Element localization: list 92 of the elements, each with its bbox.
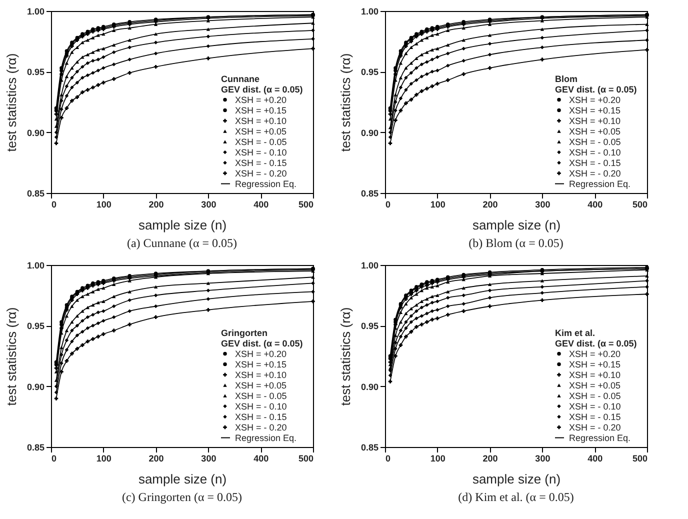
y-tick-label: 0.90 (360, 128, 378, 138)
x-tick-label: 200 (148, 454, 164, 464)
legend-label: XSH = +0.15 (569, 359, 621, 370)
text: (c) Gringorten (α = 0.05) (122, 490, 242, 504)
x-tick-label: 100 (96, 200, 112, 210)
annotation: Regression Eq. (569, 178, 631, 189)
text: (b) Blom (α = 0.05) (468, 236, 564, 250)
y-axis-title: test statistics (rα) (4, 53, 19, 152)
legend-label: XSH = +0.20 (569, 94, 621, 105)
legend-label: XSH = +0.10 (569, 370, 621, 380)
legend-label: XSH = - 0.15 (569, 412, 621, 422)
x-tick-label: 100 (96, 454, 112, 464)
y-tick-label: 0.90 (360, 382, 378, 392)
legend-label: XSH = +0.15 (569, 105, 621, 116)
legend-label: XSH = - 0.15 (235, 412, 287, 422)
x-tick-label: 200 (482, 200, 498, 210)
annotation: Regression Eq. (235, 432, 297, 443)
y-tick-label: 0.85 (26, 188, 44, 198)
legend-label: XSH = - 0.20 (235, 422, 287, 432)
legend-label: XSH = - 0.15 (569, 158, 621, 168)
x-tick-label: 0 (386, 454, 391, 464)
y-tick-label: 0.95 (360, 321, 378, 332)
x-tick-label: 0 (386, 200, 391, 210)
legend-label: XSH = +0.10 (235, 116, 287, 126)
legend-label: XSH = - 0.05 (569, 136, 621, 147)
x-tick-label: 500 (632, 454, 648, 464)
legend-label: XSH = +0.20 (235, 348, 287, 359)
x-axis-title: sample size (n) (138, 218, 227, 232)
y-tick-label: 1.00 (360, 6, 378, 16)
x-tick-label: 100 (430, 200, 446, 210)
legend-label: XSH = +0.20 (235, 94, 287, 105)
legend-label: XSH = - 0.20 (569, 422, 621, 432)
y-tick-label: 0.90 (26, 382, 44, 392)
x-tick-label: 500 (632, 200, 648, 210)
legend-label: XSH = - 0.10 (235, 147, 287, 158)
x-axis-title: sample size (n) (472, 472, 561, 486)
legend-label: XSH = +0.10 (235, 370, 287, 380)
legend-label: XSH = +0.05 (569, 126, 621, 136)
legend-label: XSH = +0.15 (235, 105, 287, 116)
legend-label: XSH = - 0.05 (569, 390, 621, 401)
x-tick-label: 200 (148, 200, 164, 210)
legend-label: XSH = - 0.05 (235, 390, 287, 401)
text: (d) Kim et al. (α = 0.05) (458, 490, 574, 504)
y-tick-label: 0.95 (26, 67, 44, 78)
annotation: Regression Eq. (569, 432, 631, 443)
x-tick-label: 500 (298, 454, 314, 464)
y-tick-label: 0.90 (26, 128, 44, 138)
x-tick-label: 300 (201, 200, 216, 210)
x-tick-label: 300 (201, 454, 216, 464)
x-tick-label: 400 (254, 454, 269, 464)
x-axis-title: sample size (n) (138, 472, 227, 486)
legend-label: XSH = - 0.05 (235, 136, 287, 147)
text: (a) Cunnane (α = 0.05) (126, 236, 238, 250)
y-tick-label: 0.95 (360, 67, 378, 78)
x-axis-title: sample size (n) (472, 218, 561, 232)
y-tick-label: 0.95 (26, 321, 44, 332)
legend-title: Kim et al. GEV dist. (α = 0.05) (555, 328, 637, 348)
y-tick-label: 0.85 (360, 188, 378, 198)
legend-label: XSH = - 0.15 (235, 158, 287, 168)
legend-label: XSH = - 0.20 (235, 168, 287, 178)
legend-label: XSH = +0.05 (235, 380, 287, 390)
legend-title: Gringorten GEV dist. (α = 0.05) (221, 328, 303, 348)
x-tick-label: 100 (430, 454, 446, 464)
y-tick-label: 1.00 (360, 260, 378, 270)
legend-label: XSH = - 0.20 (569, 168, 621, 178)
legend-label: XSH = - 0.10 (235, 401, 287, 412)
legend-title: Cunnane GEV dist. (α = 0.05) (221, 74, 303, 94)
x-tick-label: 300 (535, 454, 550, 464)
y-axis-title: test statistics (rα) (338, 53, 353, 152)
x-tick-label: 0 (52, 454, 57, 464)
annotation: Regression Eq. (235, 178, 297, 189)
y-axis-title: test statistics (rα) (338, 307, 353, 406)
legend-label: XSH = - 0.10 (569, 401, 621, 412)
y-tick-label: 0.85 (26, 442, 44, 452)
x-tick-label: 400 (254, 200, 269, 210)
legend-label: XSH = +0.05 (569, 380, 621, 390)
legend-title: Blom GEV dist. (α = 0.05) (555, 74, 637, 94)
y-tick-label: 0.85 (360, 442, 378, 452)
y-axis-title: test statistics (rα) (4, 307, 19, 406)
legend-label: XSH = +0.15 (235, 359, 287, 370)
x-tick-label: 400 (588, 200, 603, 210)
x-tick-label: 500 (298, 200, 314, 210)
legend-label: XSH = +0.05 (235, 126, 287, 136)
legend-label: XSH = +0.20 (569, 348, 621, 359)
y-tick-label: 1.00 (26, 260, 44, 270)
x-tick-label: 0 (52, 200, 57, 210)
legend-label: XSH = - 0.10 (569, 147, 621, 158)
legend-label: XSH = +0.10 (569, 116, 621, 126)
x-tick-label: 400 (588, 454, 603, 464)
x-tick-label: 200 (482, 454, 498, 464)
y-tick-label: 1.00 (26, 6, 44, 16)
x-tick-label: 300 (535, 200, 550, 210)
